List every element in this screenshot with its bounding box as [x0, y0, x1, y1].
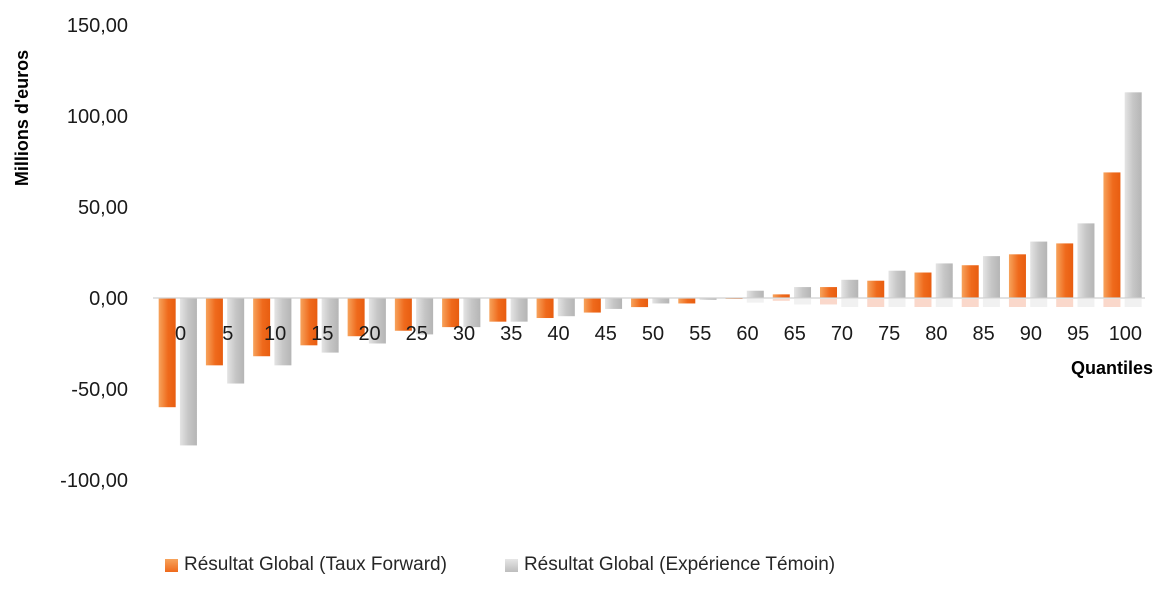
x-tick-label: 65 — [784, 323, 806, 345]
bar-experience-temoin — [463, 298, 481, 328]
bar-taux-forward — [631, 298, 649, 308]
bar-experience-temoin — [274, 298, 292, 366]
y-tick-label: 150,00 — [67, 15, 128, 37]
x-axis-ticks: 0 5 10 15 20 25 30 35 40 45 50 55 60 65 70 75 80 85 90 95 10… — [175, 323, 1142, 345]
x-tick-label: 35 — [500, 323, 522, 345]
bar-experience-temoin — [368, 298, 386, 344]
bar-reflection — [1077, 299, 1095, 307]
bar-taux-forward — [1008, 254, 1026, 298]
x-tick-label: 20 — [358, 323, 380, 345]
x-tick-label: 30 — [453, 323, 475, 345]
bar-experience-temoin — [699, 298, 717, 300]
x-tick-label: 25 — [406, 323, 428, 345]
bar-reflection — [935, 299, 953, 307]
bar-experience-temoin — [179, 298, 197, 446]
x-tick-label: 100 — [1109, 323, 1142, 345]
bar-taux-forward — [536, 298, 554, 319]
y-tick-label: 50,00 — [78, 197, 128, 219]
bar-experience-temoin — [227, 298, 245, 384]
bar-experience-temoin — [416, 298, 434, 335]
x-tick-label: 5 — [222, 323, 233, 345]
bar-experience-temoin — [888, 270, 906, 298]
legend-item-experience-temoin: Résultat Global (Expérience Témoin) — [504, 554, 836, 576]
bar-reflection — [888, 299, 906, 307]
bar-experience-temoin — [510, 298, 528, 322]
bar-taux-forward — [867, 280, 885, 298]
bar-reflection — [982, 299, 1000, 307]
bar-experience-temoin — [982, 256, 1000, 298]
bar-taux-forward — [489, 298, 507, 322]
bar-reflection — [820, 299, 838, 305]
legend-label-experience-temoin: Résultat Global (Expérience Témoin) — [523, 554, 836, 575]
bar-reflection — [1056, 299, 1074, 307]
x-tick-label: 95 — [1067, 323, 1089, 345]
legend-swatch-orange — [165, 558, 178, 572]
bar-reflection — [841, 299, 859, 307]
bar-reflection — [746, 299, 764, 303]
bar-taux-forward — [394, 298, 412, 331]
bar-experience-temoin — [652, 298, 670, 304]
bar-taux-forward — [820, 287, 838, 298]
bar-experience-temoin — [321, 298, 339, 353]
legend: Résultat Global (Taux Forward) Résultat … — [165, 554, 893, 576]
x-tick-label: 10 — [264, 323, 286, 345]
y-tick-label: 100,00 — [67, 106, 128, 128]
x-tick-label: 0 — [175, 323, 186, 345]
x-tick-label: 60 — [736, 323, 758, 345]
bar-taux-forward — [253, 298, 271, 357]
x-tick-label: 85 — [973, 323, 995, 345]
bar-experience-temoin — [1077, 223, 1095, 298]
bar-taux-forward — [914, 272, 932, 298]
bar-reflection — [1124, 299, 1142, 307]
y-axis-ticks: -100,00 -50,00 0,00 50,00 100,00 150,00 — [60, 15, 128, 492]
x-tick-label: 50 — [642, 323, 664, 345]
bar-reflection — [772, 299, 790, 301]
bar-taux-forward — [300, 298, 318, 346]
bar-reflection — [867, 299, 885, 307]
legend-swatch-gray — [504, 558, 518, 572]
x-tick-label: 45 — [595, 323, 617, 345]
bar-experience-temoin — [746, 290, 764, 298]
bar-taux-forward — [347, 298, 365, 337]
bar-experience-temoin — [605, 298, 623, 309]
bar-experience-temoin — [841, 279, 859, 298]
bar-reflection — [914, 299, 932, 307]
bar-reflection — [794, 299, 812, 305]
bar-taux-forward — [158, 298, 176, 408]
bar-reflection — [961, 299, 979, 307]
bar-reflection — [1030, 299, 1048, 307]
bar-taux-forward — [442, 298, 460, 328]
y-tick-label: 0,00 — [89, 288, 128, 310]
x-tick-label: 70 — [831, 323, 853, 345]
bar-experience-temoin — [557, 298, 575, 317]
bar-taux-forward — [678, 298, 696, 304]
legend-item-taux-forward: Résultat Global (Taux Forward) — [165, 554, 447, 576]
y-axis-title: Millions d'euros — [12, 50, 32, 186]
bar-taux-forward — [1056, 243, 1074, 298]
x-tick-label: 40 — [547, 323, 569, 345]
y-tick-label: -50,00 — [71, 379, 128, 401]
x-tick-label: 90 — [1020, 323, 1042, 345]
x-axis-title: Quantiles — [1071, 358, 1153, 378]
bar-taux-forward — [961, 265, 979, 298]
bar-experience-temoin — [1030, 241, 1048, 298]
x-tick-label: 75 — [878, 323, 900, 345]
x-tick-label: 15 — [311, 323, 333, 345]
bar-taux-forward — [205, 298, 223, 366]
legend-label-taux-forward: Résultat Global (Taux Forward) — [184, 554, 447, 575]
bar-taux-forward — [583, 298, 601, 313]
bar-experience-temoin — [794, 287, 812, 298]
bar-taux-forward — [1103, 172, 1121, 298]
bar-experience-temoin — [1124, 92, 1142, 298]
bar-reflection — [1103, 299, 1121, 307]
bar-experience-temoin — [935, 263, 953, 298]
x-tick-label: 55 — [689, 323, 711, 345]
bars — [158, 92, 1142, 446]
x-tick-label: 80 — [925, 323, 947, 345]
y-tick-label: -100,00 — [60, 470, 128, 492]
bar-taux-forward — [772, 294, 790, 298]
bar-reflection — [1008, 299, 1026, 307]
